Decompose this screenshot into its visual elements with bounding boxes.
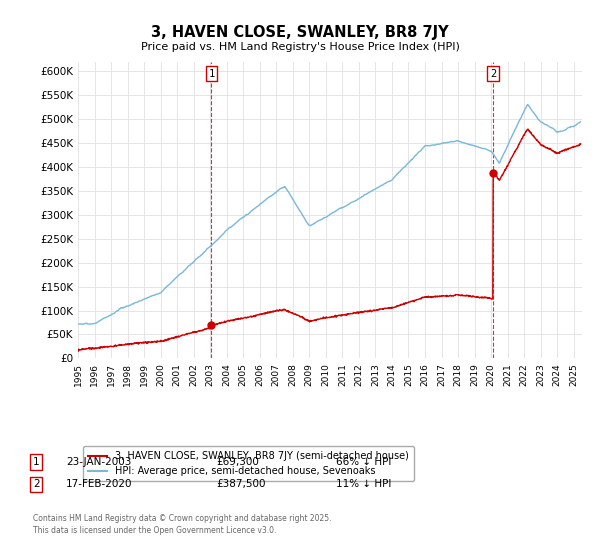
Text: Price paid vs. HM Land Registry's House Price Index (HPI): Price paid vs. HM Land Registry's House … bbox=[140, 42, 460, 52]
Text: 2: 2 bbox=[490, 68, 496, 78]
Text: 66% ↓ HPI: 66% ↓ HPI bbox=[336, 457, 391, 467]
Legend: 3, HAVEN CLOSE, SWANLEY, BR8 7JY (semi-detached house), HPI: Average price, semi: 3, HAVEN CLOSE, SWANLEY, BR8 7JY (semi-d… bbox=[83, 446, 413, 481]
Text: £387,500: £387,500 bbox=[216, 479, 265, 489]
Text: £69,300: £69,300 bbox=[216, 457, 259, 467]
Text: 23-JAN-2003: 23-JAN-2003 bbox=[66, 457, 131, 467]
Text: 3, HAVEN CLOSE, SWANLEY, BR8 7JY: 3, HAVEN CLOSE, SWANLEY, BR8 7JY bbox=[151, 25, 449, 40]
Text: 1: 1 bbox=[33, 457, 40, 467]
Text: 2: 2 bbox=[33, 479, 40, 489]
Text: Contains HM Land Registry data © Crown copyright and database right 2025.
This d: Contains HM Land Registry data © Crown c… bbox=[33, 514, 331, 535]
Text: 17-FEB-2020: 17-FEB-2020 bbox=[66, 479, 133, 489]
Text: 1: 1 bbox=[208, 68, 214, 78]
Text: 11% ↓ HPI: 11% ↓ HPI bbox=[336, 479, 391, 489]
